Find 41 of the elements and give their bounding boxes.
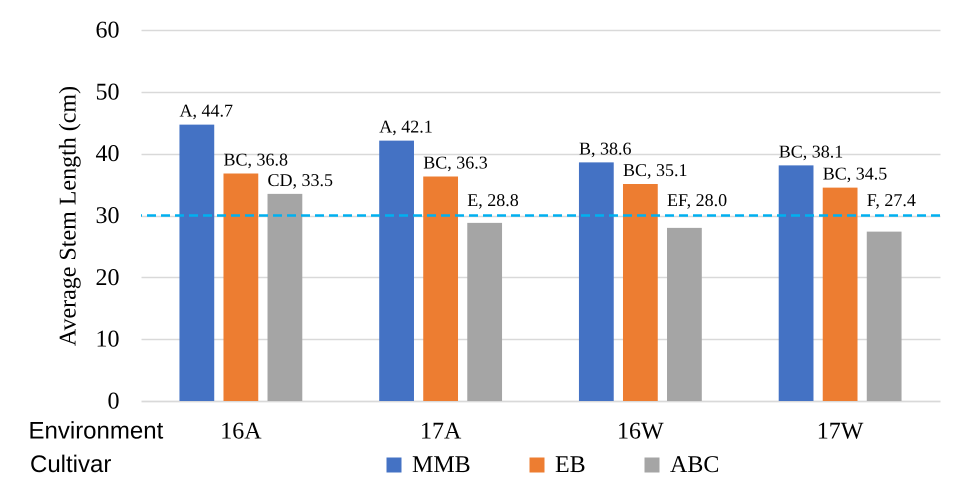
data-label: BC, 34.5	[822, 164, 888, 184]
x-tick-label: 16A	[220, 418, 262, 444]
bar	[179, 124, 214, 401]
data-label: BC, 36.8	[223, 149, 288, 170]
data-label: B, 38.6	[578, 138, 632, 158]
y-tick-label: 60	[96, 18, 120, 44]
y-tick-label: 40	[96, 141, 120, 168]
data-label: BC, 36.3	[423, 152, 488, 173]
y-tick-label: 50	[96, 79, 120, 106]
bar	[866, 232, 902, 401]
bar	[423, 176, 458, 401]
data-label: A, 44.7	[179, 100, 233, 121]
bar	[379, 140, 414, 401]
legend-label: ABC	[670, 452, 720, 478]
data-label: A, 42.1	[379, 116, 433, 137]
y-tick-label: 20	[96, 264, 120, 291]
data-label: BC, 35.1	[622, 160, 688, 180]
x-tick-label: 17W	[816, 418, 864, 444]
data-label: EF, 28.0	[667, 190, 728, 210]
bar	[223, 173, 258, 401]
y-tick-label: 30	[96, 203, 120, 229]
data-label: CD, 33.5	[268, 170, 334, 190]
bar	[778, 165, 814, 401]
bar	[467, 222, 502, 401]
bar	[667, 228, 702, 401]
x-tick-label: 17A	[420, 418, 462, 444]
legend-label: EB	[555, 452, 586, 478]
bar	[268, 194, 302, 401]
bar	[822, 188, 858, 401]
y-tick-label: 0	[108, 388, 120, 414]
data-label: BC, 38.1	[778, 141, 844, 162]
bar	[578, 162, 614, 401]
x-tick-label: 16W	[617, 418, 664, 444]
data-label: F, 27.4	[866, 190, 916, 210]
bar	[622, 184, 658, 401]
data-label: E, 28.8	[467, 190, 519, 210]
x-axis-title: Environment	[28, 418, 164, 444]
legend-label: MMB	[412, 452, 471, 478]
y-tick-label: 10	[96, 326, 120, 353]
y-axis-title: Average Stem Length (cm)	[56, 86, 82, 346]
legend-title: Cultivar	[30, 451, 112, 478]
